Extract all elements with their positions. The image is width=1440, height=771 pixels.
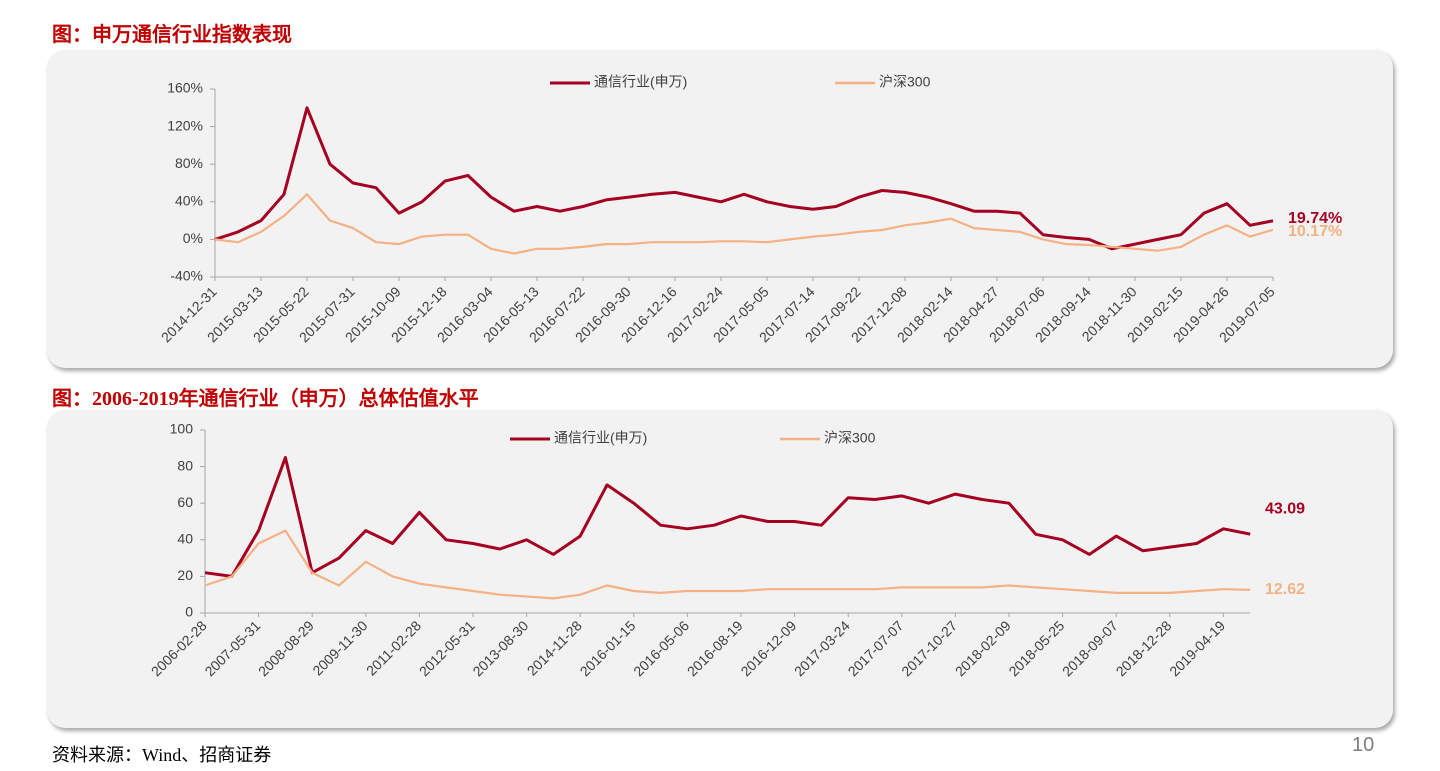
x-tick-label: 2018-05-25	[1005, 617, 1067, 679]
y-tick-label: -40%	[170, 268, 203, 284]
x-tick-label: 2007-05-31	[201, 617, 263, 679]
figure-title: 图：申万通信行业指数表现	[52, 24, 292, 46]
series-line	[204, 456, 1251, 578]
page-number: 10	[1352, 734, 1375, 756]
y-tick-label: 40	[177, 531, 193, 547]
x-tick-label: 2018-02-09	[952, 617, 1014, 679]
x-tick-label: 2016-12-09	[737, 617, 799, 679]
series-line	[204, 529, 1251, 600]
x-tick-label: 2017-03-24	[791, 617, 853, 679]
source-note: 资料来源：Wind、招商证券	[52, 745, 272, 765]
legend-label: 通信行业(申万)	[554, 430, 647, 446]
y-tick-label: 120%	[167, 117, 203, 133]
y-tick-label: 0%	[183, 230, 203, 246]
x-tick-label: 2011-02-28	[363, 617, 424, 678]
x-tick-label: 2018-09-07	[1059, 617, 1121, 679]
y-tick-label: 100	[170, 421, 194, 437]
figure-title: 图：2006-2019年通信行业（申万）总体估值水平	[52, 388, 479, 410]
series-line	[214, 106, 1274, 251]
legend-label: 通信行业(申万)	[594, 74, 687, 90]
data-label: 43.09	[1265, 500, 1305, 517]
y-tick-label: 80%	[175, 155, 203, 171]
y-tick-label: 60	[177, 494, 193, 510]
x-tick-label: 2019-04-19	[1166, 617, 1228, 679]
x-tick-label: 2009-11-30	[309, 617, 370, 678]
y-tick-label: 160%	[167, 80, 203, 96]
data-label: 12.62	[1265, 581, 1305, 598]
x-tick-label: 2006-02-28	[148, 617, 210, 679]
data-label: 19.74%	[1288, 210, 1342, 227]
data-label: 10.17%	[1288, 223, 1342, 240]
chart-panel	[47, 410, 1393, 728]
x-tick-label: 2008-08-29	[255, 617, 317, 679]
y-tick-label: 80	[177, 457, 193, 473]
x-tick-label: 2016-05-06	[630, 617, 692, 679]
x-tick-label: 2016-01-15	[577, 617, 639, 679]
legend-label: 沪深300	[879, 74, 931, 90]
y-tick-label: 40%	[175, 193, 203, 209]
x-tick-label: 2014-11-28	[524, 617, 585, 678]
x-tick-label: 2018-12-28	[1113, 617, 1175, 679]
y-tick-label: 20	[177, 567, 193, 583]
x-tick-label: 2017-10-27	[898, 617, 960, 679]
x-tick-label: 2016-08-19	[684, 617, 746, 679]
legend-label: 沪深300	[824, 430, 876, 446]
x-tick-label: 2013-08-30	[469, 617, 531, 679]
series-line	[214, 193, 1274, 255]
y-tick-label: 0	[185, 604, 193, 620]
x-tick-label: 2012-05-31	[416, 617, 478, 679]
x-tick-label: 2017-07-07	[845, 617, 907, 679]
